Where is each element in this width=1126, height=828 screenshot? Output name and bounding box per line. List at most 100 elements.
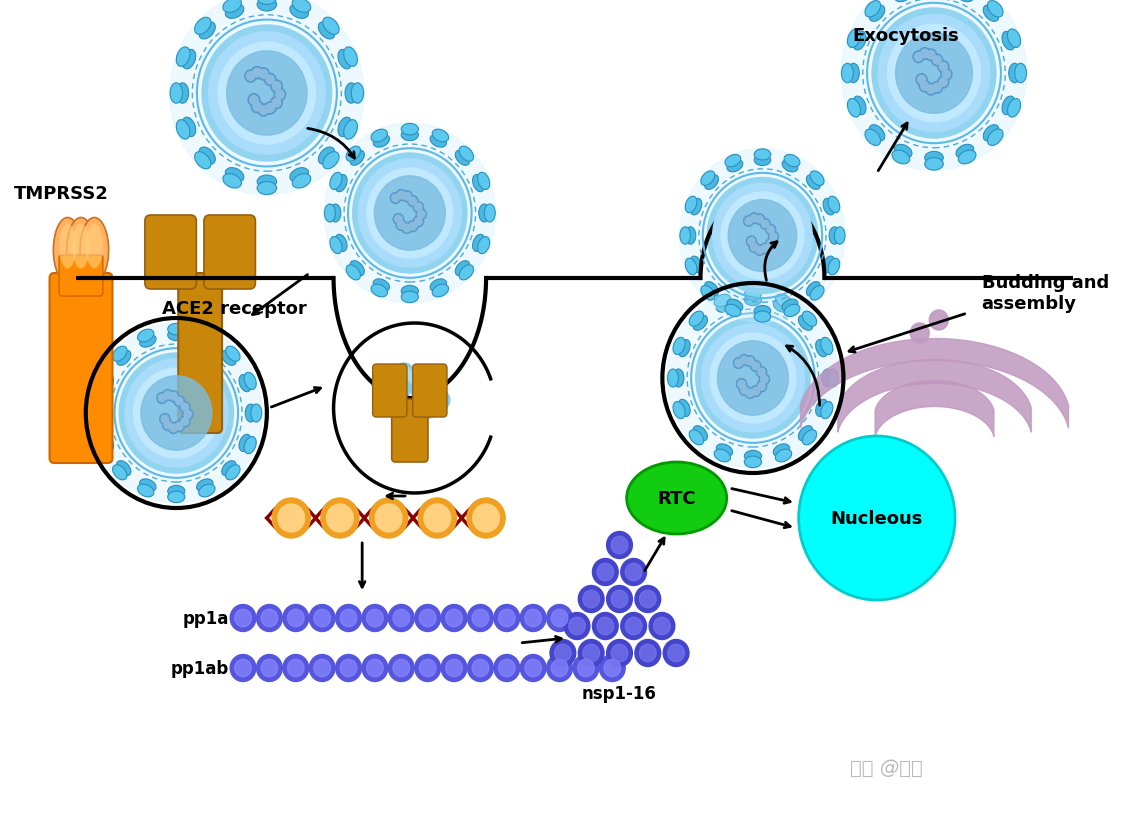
Circle shape [933, 56, 941, 65]
Circle shape [425, 387, 438, 401]
Ellipse shape [222, 351, 236, 366]
Ellipse shape [293, 175, 311, 189]
Circle shape [272, 83, 280, 92]
Circle shape [394, 383, 406, 397]
Circle shape [758, 383, 766, 391]
Circle shape [382, 388, 395, 402]
Circle shape [729, 200, 797, 272]
FancyBboxPatch shape [373, 364, 406, 417]
Ellipse shape [53, 219, 82, 283]
Circle shape [569, 618, 586, 635]
Circle shape [767, 241, 775, 248]
Circle shape [321, 498, 359, 538]
Circle shape [499, 609, 516, 627]
Ellipse shape [829, 228, 840, 245]
Circle shape [363, 604, 387, 632]
Circle shape [547, 604, 572, 632]
Ellipse shape [848, 99, 860, 118]
Circle shape [579, 585, 604, 613]
Circle shape [583, 644, 599, 662]
Circle shape [375, 504, 402, 532]
Ellipse shape [700, 286, 715, 301]
Ellipse shape [865, 130, 881, 147]
Ellipse shape [1008, 30, 1020, 49]
Ellipse shape [477, 173, 490, 190]
Circle shape [257, 655, 283, 681]
Circle shape [554, 644, 571, 662]
Circle shape [745, 356, 756, 367]
Circle shape [625, 564, 642, 581]
Circle shape [418, 211, 425, 219]
Circle shape [927, 51, 935, 60]
Ellipse shape [828, 197, 840, 214]
Ellipse shape [225, 5, 244, 19]
Ellipse shape [330, 205, 341, 223]
Circle shape [164, 392, 171, 399]
Circle shape [283, 655, 309, 681]
Text: pp1ab: pp1ab [170, 659, 229, 677]
Circle shape [310, 604, 336, 632]
Circle shape [931, 82, 942, 94]
Circle shape [754, 214, 765, 225]
Ellipse shape [822, 369, 833, 388]
Circle shape [90, 324, 262, 503]
Circle shape [257, 604, 283, 632]
Ellipse shape [116, 351, 131, 366]
Ellipse shape [101, 435, 114, 452]
Circle shape [941, 70, 951, 81]
Ellipse shape [848, 65, 859, 84]
Ellipse shape [776, 450, 792, 462]
Ellipse shape [754, 155, 770, 166]
Circle shape [635, 585, 661, 613]
Ellipse shape [678, 400, 690, 417]
Circle shape [270, 81, 283, 94]
Ellipse shape [894, 0, 912, 2]
Circle shape [422, 402, 436, 416]
Ellipse shape [668, 369, 679, 388]
Circle shape [372, 373, 391, 393]
Circle shape [607, 532, 633, 559]
Ellipse shape [828, 369, 839, 388]
Ellipse shape [432, 130, 448, 142]
Ellipse shape [690, 199, 701, 215]
Circle shape [259, 107, 268, 115]
Ellipse shape [373, 135, 390, 148]
Circle shape [611, 537, 628, 554]
Ellipse shape [798, 315, 813, 331]
Circle shape [248, 94, 260, 107]
Circle shape [472, 609, 489, 627]
Circle shape [208, 33, 325, 155]
Circle shape [921, 83, 929, 91]
Circle shape [324, 124, 495, 304]
Ellipse shape [673, 402, 685, 419]
Ellipse shape [744, 450, 761, 462]
Ellipse shape [323, 18, 339, 36]
Text: pp1a: pp1a [182, 609, 229, 628]
Circle shape [251, 101, 263, 113]
Circle shape [412, 382, 426, 396]
Ellipse shape [754, 311, 770, 323]
Circle shape [391, 194, 401, 205]
Circle shape [927, 86, 935, 94]
Circle shape [735, 359, 742, 368]
Ellipse shape [330, 173, 342, 190]
Circle shape [369, 498, 408, 538]
Circle shape [411, 407, 425, 421]
Ellipse shape [177, 121, 190, 140]
Ellipse shape [852, 32, 866, 51]
Circle shape [283, 604, 309, 632]
Circle shape [358, 160, 462, 267]
Ellipse shape [802, 312, 816, 327]
Ellipse shape [245, 405, 257, 422]
Ellipse shape [97, 373, 108, 390]
Ellipse shape [338, 118, 351, 137]
Text: 知乎 @青梅: 知乎 @青梅 [850, 758, 922, 777]
Circle shape [162, 420, 173, 431]
Circle shape [759, 374, 769, 385]
Ellipse shape [182, 51, 196, 70]
Circle shape [625, 618, 642, 635]
Circle shape [766, 239, 776, 249]
Circle shape [314, 609, 331, 627]
Circle shape [327, 504, 354, 532]
Ellipse shape [225, 465, 240, 480]
